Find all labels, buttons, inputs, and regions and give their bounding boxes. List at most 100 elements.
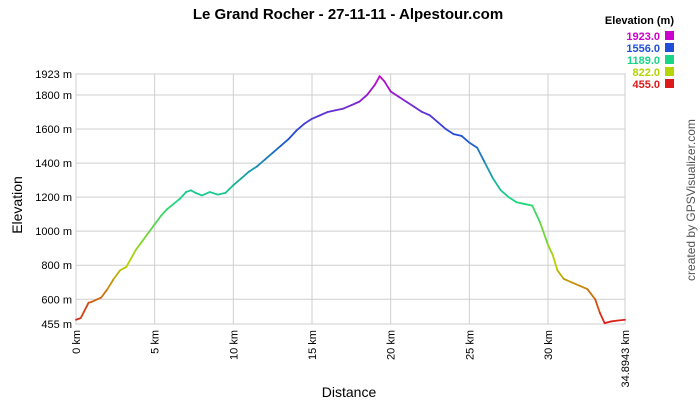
profile-segment [90,296,103,303]
profile-segment [551,254,559,272]
profile-segment [429,114,439,124]
profile-segment [556,269,565,280]
plot-area [75,73,626,325]
profile-segment [208,191,219,196]
profile-segment [232,177,243,187]
profile-segment [405,100,416,108]
profile-segment [160,208,169,217]
elevation-profile-line [75,75,626,325]
legend-title: Elevation (m) [605,15,674,27]
profile-segment [452,133,463,137]
legend-swatch [665,79,674,88]
profile-segment [383,80,392,93]
credit-text: created by GPSVisualizer.com [684,119,698,281]
legend-label: 455.0 [632,79,660,91]
profile-segment [378,75,386,83]
y-tick-labels: 455 m 600 m 800 m 1000 m 1200 m 1400 m 1600 m 1… [35,69,72,331]
profile-segment [271,145,282,154]
profile-segment [484,162,494,180]
x-tick-label: 25 km [464,330,476,360]
profile-segment [444,128,455,136]
profile-segment [492,177,502,192]
profile-segment [178,191,188,200]
profile-segment [100,288,109,299]
profile-segment [476,146,486,164]
profile-segment [334,107,345,112]
profile-segment [397,95,408,103]
profile-segment [523,203,534,207]
profile-segment [295,122,306,132]
profile-segment [125,257,132,268]
legend-swatch [665,55,674,64]
y-axis-label: Elevation [9,176,25,234]
y-tick-label: 1800 m [35,90,72,102]
profile-segment [172,197,181,205]
profile-segment [303,117,313,125]
profile-segment [153,214,162,226]
profile-segment [358,94,368,103]
profile-segment [326,109,337,113]
profile-segment [436,121,447,130]
profile-segment [311,114,321,120]
profile-segment [603,320,612,325]
legend-label: 1189.0 [627,55,660,67]
profile-segment [389,90,400,98]
profile-segment [141,231,150,243]
profile-segment [350,100,361,107]
x-axis-label: Distance [322,384,377,400]
chart-title: Le Grand Rocher - 27-11-11 - Alpestour.c… [193,6,503,23]
profile-segment [256,158,266,168]
x-tick-labels: 0 km 5 km 10 km 15 km 20 km 25 km 30 km 34.8943… [71,330,632,387]
profile-segment [318,111,329,117]
legend-swatch [665,31,674,40]
profile-segment [599,312,606,325]
profile-segment [287,129,298,141]
profile-segment [531,204,542,224]
profile-segment [147,223,156,234]
profile-segment [240,170,250,180]
y-tick-label: 1200 m [35,192,72,204]
profile-segment [468,141,479,149]
profile-segment [119,266,128,272]
profile-segment [539,221,549,246]
profile-segment [130,249,137,260]
x-tick-label: 15 km [307,330,319,360]
y-tick-label: 455 m [41,319,72,331]
profile-segment [134,240,143,251]
profile-segment [460,134,471,144]
legend-swatch [665,43,674,52]
x-tick-label: 20 km [386,330,398,360]
profile-segment [499,189,510,199]
profile-segment [248,165,258,173]
profile-segment [194,191,203,197]
legend-label: 1923.0 [626,31,660,43]
profile-segment [515,201,526,205]
profile-segment [547,243,554,256]
profile-segment [413,105,424,113]
y-tick-label: 1923 m [35,69,72,81]
y-tick-label: 1600 m [35,124,72,136]
profile-segment [374,75,381,86]
x-tick-label: 30 km [543,330,555,360]
y-tick-label: 1000 m [35,226,72,238]
profile-segment [578,284,589,290]
profile-segment [570,281,581,287]
grid-lines [75,73,626,325]
profile-segment [342,104,353,110]
legend-label: 1556.0 [626,43,660,55]
legend-swatch [665,67,674,76]
profile-segment [79,301,90,319]
profile-segment [216,191,227,196]
x-tick-label: 0 km [71,330,83,354]
profile-segment [507,196,518,204]
profile-segment [166,203,175,210]
profile-segment [616,318,626,322]
legend-label: 822.0 [632,67,660,79]
profile-segment [586,288,597,301]
y-tick-label: 600 m [41,294,72,306]
y-tick-label: 1400 m [35,158,72,170]
profile-segment [562,277,573,284]
